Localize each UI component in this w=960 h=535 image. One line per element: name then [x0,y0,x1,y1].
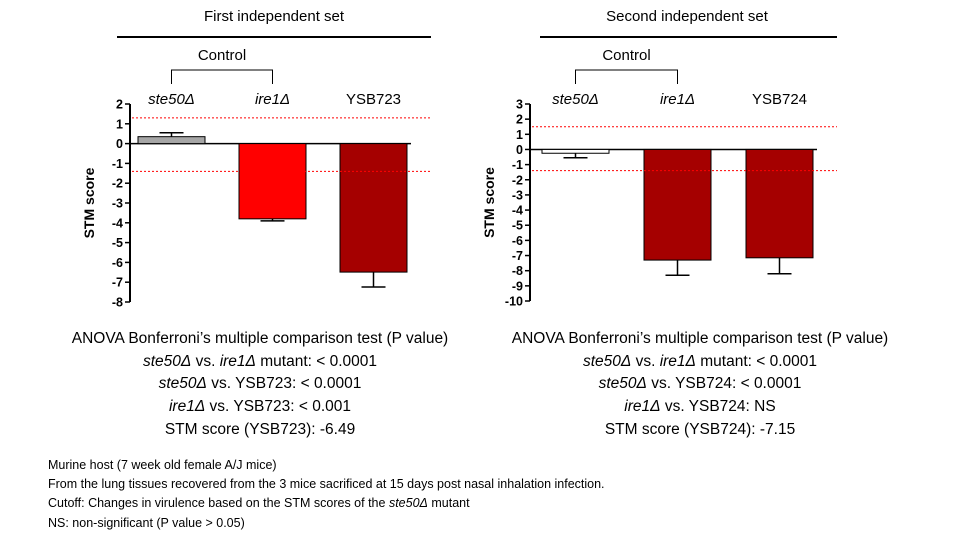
y-tick-label: -5 [112,236,123,250]
y-tick-label: -7 [512,249,523,263]
category-label: ire1Δ [660,91,695,108]
y-tick-label: -3 [112,197,123,211]
footnotes: Murine host (7 week old female A/J mice)… [48,456,605,533]
bar-0 [541,148,610,154]
y-tick-label: -9 [512,279,523,293]
y-tick-label: -2 [112,177,123,191]
bar-2 [745,148,814,259]
footnote-source: From the lung tissues recovered from the… [48,477,605,492]
group-label-control: Control [602,47,650,64]
stats-block-first: ANOVA Bonferroni’s multiple comparison t… [20,328,500,442]
stats-line: ste50Δ vs. ire1Δ mutant: < 0.0001 [582,352,818,370]
y-tick-label: 0 [116,137,123,151]
y-axis-title: STM score [81,167,97,238]
y-tick-label: 1 [516,128,523,142]
panel-rule-second [540,36,837,38]
stats-line: ste50Δ vs. YSB723: < 0.0001 [158,375,362,393]
category-label: YSB724 [752,91,807,108]
stats-block-second: ANOVA Bonferroni’s multiple comparison t… [460,328,940,442]
y-tick-label: 2 [116,98,123,112]
stats-line: ste50Δ vs. ire1Δ mutant: < 0.0001 [142,352,378,370]
control-bracket [575,69,678,84]
panel-rule-first [117,36,431,38]
stats-line: ire1Δ vs. YSB724: NS [624,398,776,416]
y-tick-label: -8 [112,296,123,310]
y-tick-label: 0 [516,143,523,157]
y-tick-label: 3 [516,98,523,112]
group-label-control: Control [198,47,246,64]
y-tick-label: -5 [512,219,523,233]
y-tick-label: -1 [112,157,123,171]
y-tick-label: -2 [512,173,523,187]
stats-line: STM score (YSB724): -7.15 [604,420,796,438]
bar-1 [238,143,307,220]
y-tick-label: -8 [512,264,523,278]
panel-title-second: Second independent set [606,8,768,25]
bar-0 [137,136,206,145]
y-tick-label: 1 [116,117,123,131]
control-bracket [171,69,273,84]
footnote-cutoff: Cutoff: Changes in virulence based on th… [48,496,470,511]
stats-line: ire1Δ vs. YSB723: < 0.001 [168,398,352,416]
bar-1 [643,148,712,261]
category-label: ste50Δ [148,91,195,108]
y-tick-label: -10 [505,295,523,309]
stats-line: ste50Δ vs. YSB724: < 0.0001 [598,375,802,393]
stats-heading: ANOVA Bonferroni’s multiple comparison t… [71,330,449,347]
y-tick-label: -7 [112,276,123,290]
category-label: YSB723 [346,91,401,108]
footnote-ns: NS: non-significant (P value > 0.05) [48,515,245,530]
y-tick-label: -3 [512,188,523,202]
y-tick-label: -1 [512,158,523,172]
y-tick-label: -4 [512,204,523,218]
category-label: ire1Δ [255,91,290,108]
y-tick-label: -6 [112,256,123,270]
footnote-host: Murine host (7 week old female A/J mice) [48,458,277,472]
y-tick-label: 2 [516,113,523,127]
y-axis-title: STM score [481,167,497,238]
stm-chart-first: Control ste50Δ ire1Δ YSB723 2 1 0 -1 -2 -3 -4 -5 -6 -… [81,47,432,310]
category-label: ste50Δ [552,91,599,108]
y-tick-label: -6 [512,234,523,248]
y-tick-label: -4 [112,216,123,230]
stats-line: STM score (YSB723): -6.49 [164,420,356,438]
stats-heading: ANOVA Bonferroni’s multiple comparison t… [511,330,889,347]
panel-title-first: First independent set [203,8,345,25]
bar-2 [339,143,408,273]
